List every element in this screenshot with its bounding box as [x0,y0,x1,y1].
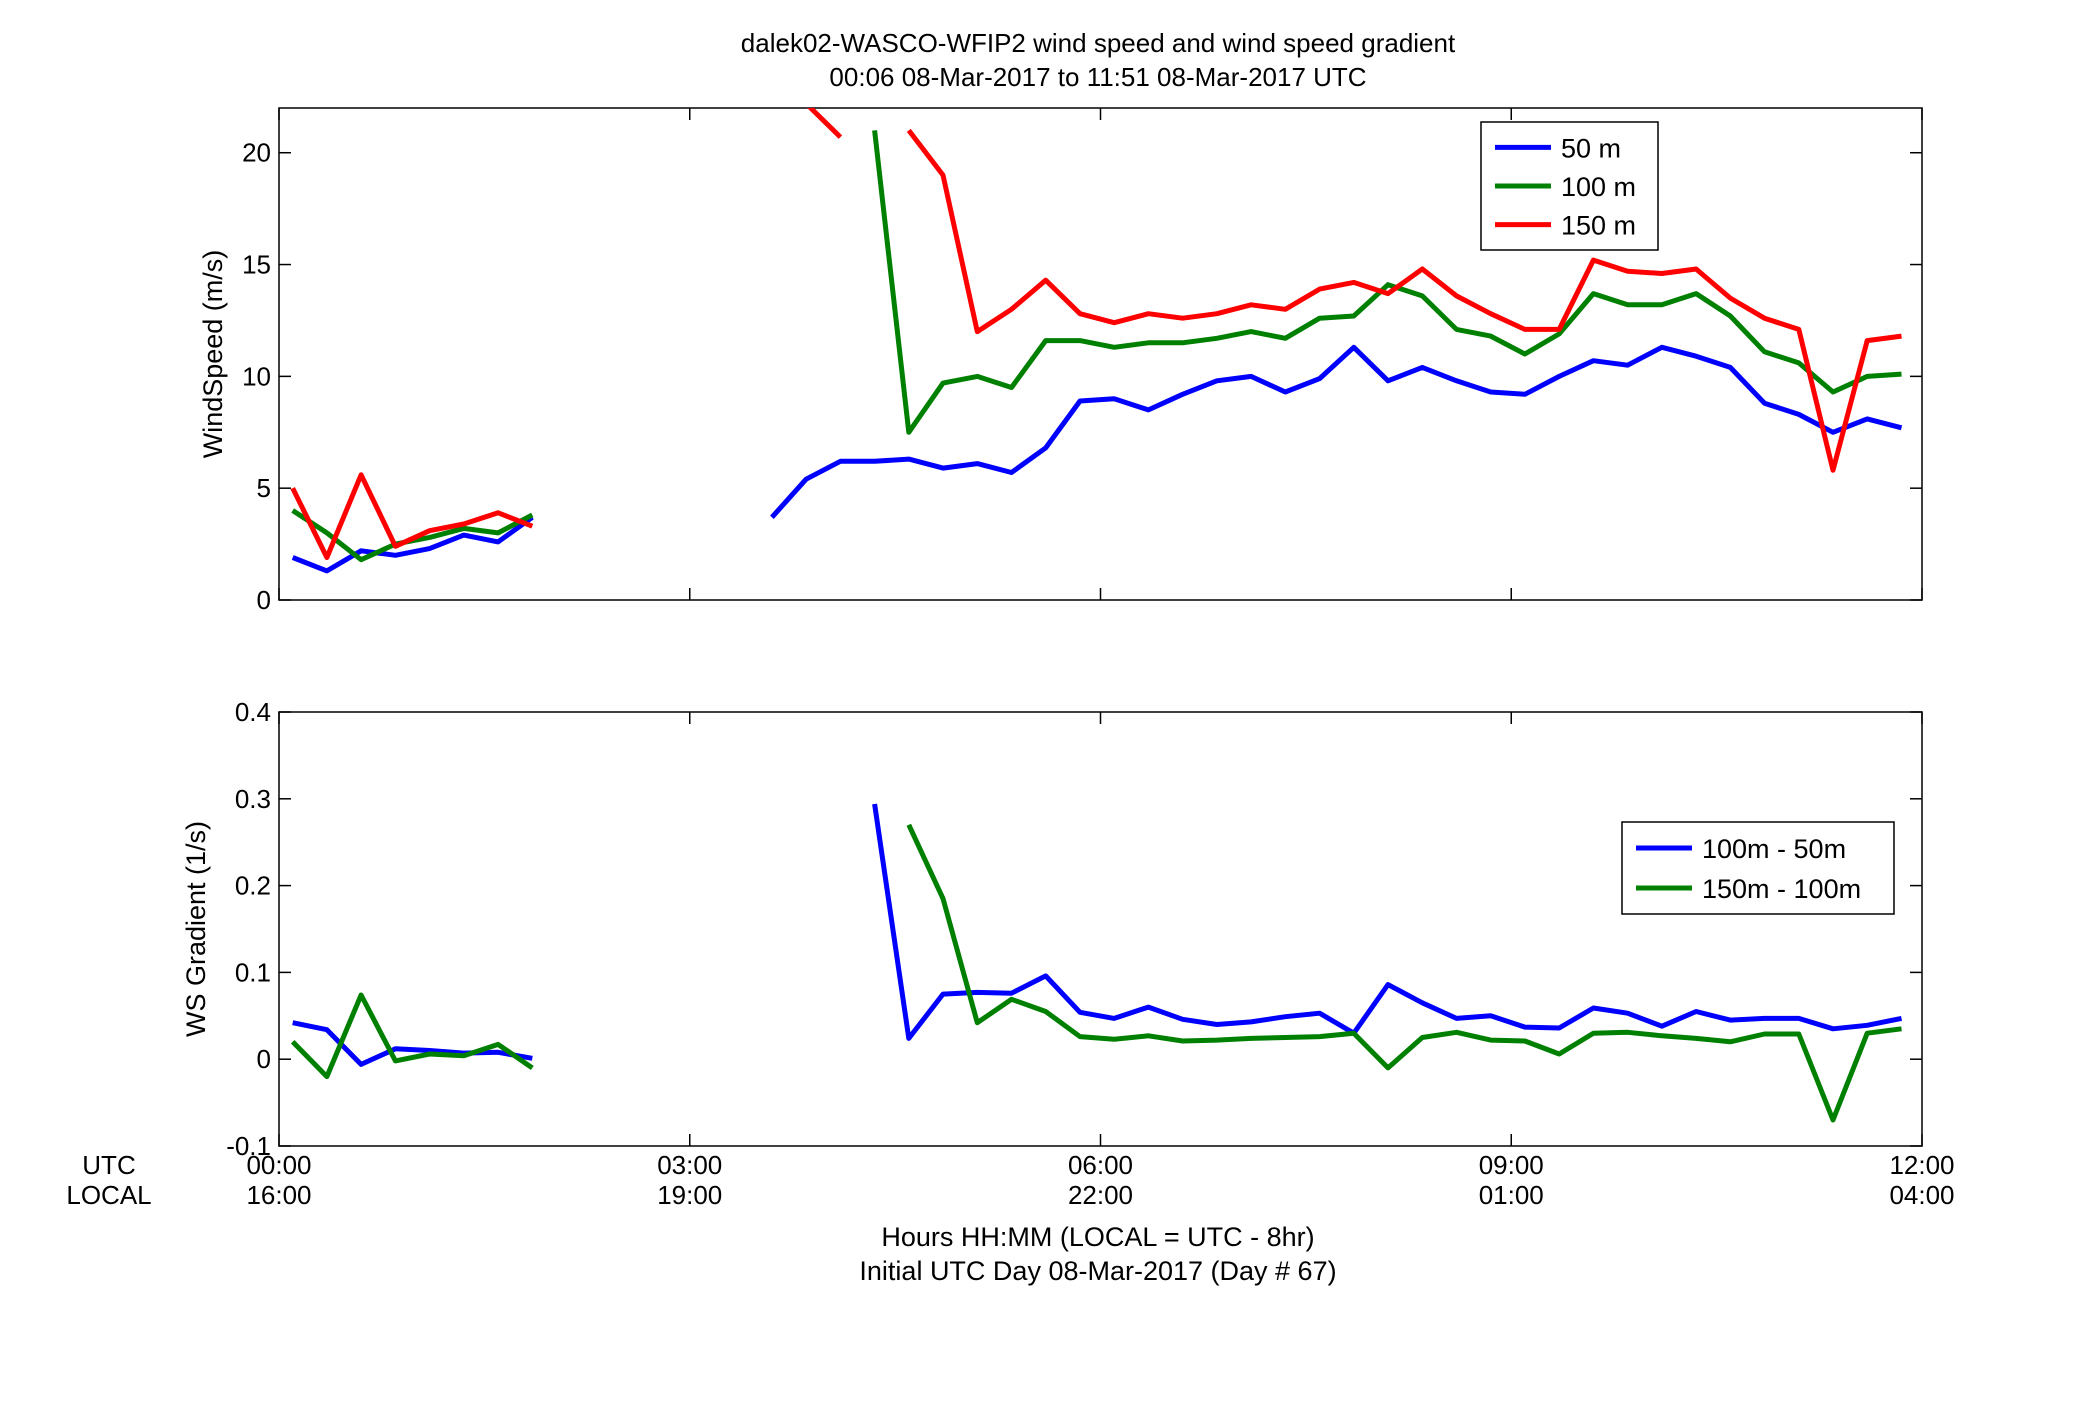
legend-label: 100m - 50m [1702,834,1846,864]
utc-tick-label: 00:00 [246,1150,311,1180]
legend-label: 150m - 100m [1702,874,1861,904]
windspeed-panel: 0 5 10 15 20 WindSpeed (m/s) 50 m 100 m 150 m [198,107,1923,615]
y-tick-label: 0.4 [235,697,271,727]
series-line-150m-100m [290,823,1902,1123]
legend-label: 100 m [1561,172,1636,202]
x-axis-labels: UTC LOCAL Hours HH:MM (LOCAL = UTC - 8hr… [66,1150,1954,1286]
y-tick-label: 0.1 [235,957,271,987]
y-axis-label: WS Gradient (1/s) [181,821,211,1037]
chart-title-line2: 00:06 08-Mar-2017 to 11:51 08-Mar-2017 U… [829,62,1366,92]
gradient-panel: -0.1 0 0.1 0.2 0.3 0.4 WS Gradient (1/s) 100m -… [181,697,1923,1161]
utc-tick-label: 12:00 [1889,1150,1954,1180]
series-line-50-m [291,344,1903,574]
y-tick-label: 0 [257,1044,271,1074]
y-tick-label: 0 [257,585,271,615]
y-tick-label: -0.1 [226,1131,271,1161]
y-tick-label: 5 [257,473,271,503]
local-row-label: LOCAL [66,1180,151,1210]
local-tick-label: 04:00 [1889,1180,1954,1210]
utc-row-label: UTC [82,1150,135,1180]
legend-label: 50 m [1561,133,1621,163]
utc-tick-label: 09:00 [1479,1150,1544,1180]
chart-title-line1: dalek02-WASCO-WFIP2 wind speed and wind … [741,28,1456,58]
utc-tick-label: 06:00 [1068,1150,1133,1180]
y-tick-label: 20 [242,138,271,168]
y-tick-label: 0.2 [235,871,271,901]
local-tick-label: 01:00 [1479,1180,1544,1210]
legend-label: 150 m [1561,211,1636,241]
series-line-150-m [290,108,1902,560]
series-line-100m-50m [292,803,1902,1067]
x-axis-label-line1: Hours HH:MM (LOCAL = UTC - 8hr) [881,1222,1314,1252]
local-tick-label: 19:00 [657,1180,722,1210]
utc-tick-label: 03:00 [657,1150,722,1180]
y-tick-label: 0.3 [235,784,271,814]
y-axis-label: WindSpeed (m/s) [198,250,228,459]
y-tick-label: 15 [242,250,271,280]
local-tick-label: 16:00 [246,1180,311,1210]
local-tick-label: 22:00 [1068,1180,1133,1210]
y-tick-label: 10 [242,361,271,391]
x-axis-label-line2: Initial UTC Day 08-Mar-2017 (Day # 67) [859,1256,1336,1286]
legend-box [1621,821,1895,915]
